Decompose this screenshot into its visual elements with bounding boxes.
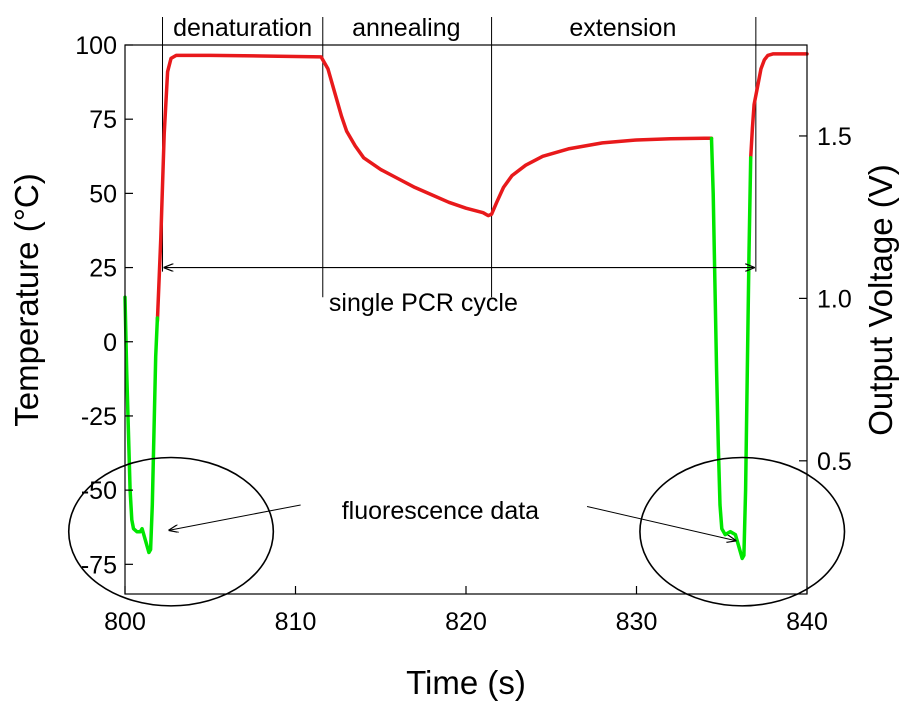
- annotation-label: denaturation: [173, 14, 312, 42]
- annotation-label: extension: [569, 14, 676, 42]
- x-axis-title: Time (s): [406, 664, 526, 701]
- data-series-layer: [123, 52, 809, 561]
- y-right-tick-label: 1.5: [817, 123, 852, 151]
- x-tick-label: 800: [104, 608, 146, 636]
- x-tick-label: 830: [616, 608, 658, 636]
- y-axis-right-title: Output Voltage (V): [862, 164, 899, 436]
- annotation-layer: denaturation annealing extension single PCR…: [67, 14, 846, 607]
- y-left-tick-label: -25: [81, 403, 117, 431]
- axes-layer: 800 810 820 830 840 100 75 50 25 0 -25 -50 -75 1.5 1.0…: [75, 32, 851, 636]
- y-left-tick-label: 25: [89, 255, 117, 283]
- series-line: [748, 52, 809, 160]
- fluorescence-circle: [639, 456, 846, 607]
- x-tick-label: 810: [275, 608, 317, 636]
- series-line: [123, 295, 160, 555]
- y-axis-left-title: Temperature (°C): [8, 173, 45, 426]
- annotation-label: single PCR cycle: [329, 289, 518, 317]
- x-tick-label: 820: [445, 608, 487, 636]
- x-tick-label: 840: [786, 608, 828, 636]
- annotation-label: fluorescence data: [342, 497, 539, 525]
- series-line: [709, 136, 753, 561]
- y-left-tick-label: -75: [81, 551, 117, 579]
- y-right-tick-label: 1.0: [817, 285, 852, 313]
- fluorescence-circle: [67, 456, 275, 607]
- y-left-tick-label: -50: [81, 477, 117, 505]
- annotation-label: annealing: [352, 14, 460, 42]
- y-right-tick-label: 0.5: [817, 448, 852, 476]
- y-left-tick-label: 100: [75, 32, 117, 60]
- phase-lines-layer: [162, 17, 757, 298]
- y-left-tick-label: 75: [89, 106, 117, 134]
- series-line: [155, 53, 714, 323]
- y-left-tick-label: 50: [89, 180, 117, 208]
- fluorescence-arrow: [169, 504, 301, 530]
- y-left-tick-label: 0: [103, 329, 117, 357]
- fluorescence-arrow: [586, 505, 735, 540]
